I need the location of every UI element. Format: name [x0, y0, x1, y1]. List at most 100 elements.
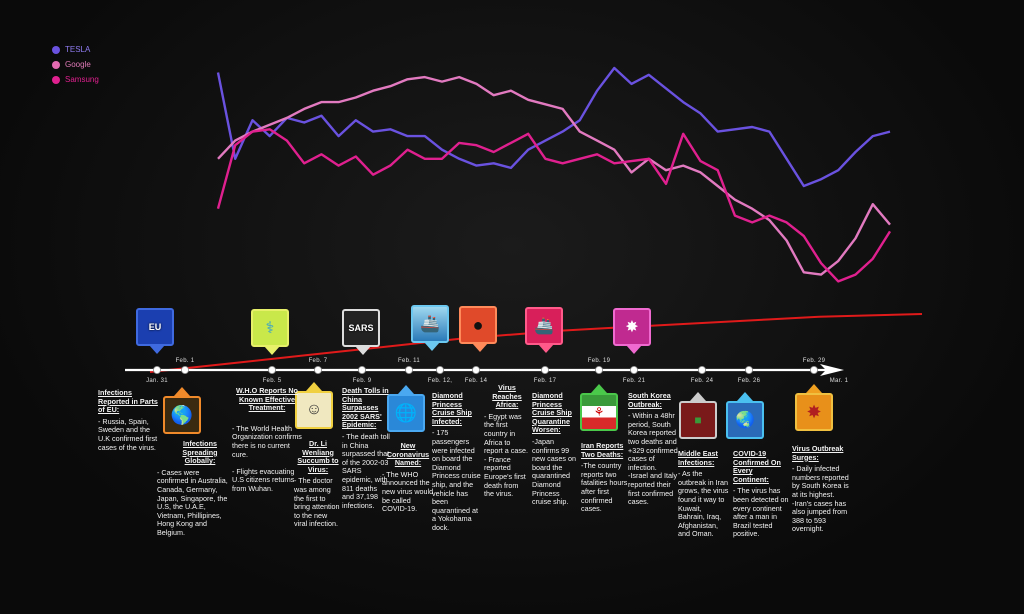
middle-east-map-icon: ■ [679, 401, 717, 439]
pointer-icon [538, 344, 554, 353]
event-title: New Coronavirus Named: [386, 441, 430, 468]
date-label: Feb. 9 [352, 378, 372, 384]
event-title: Iran Reports Two Deaths: [581, 441, 624, 459]
event-body: - Russia, Spain, Sweden and the U.K conf… [98, 416, 158, 452]
series-line-samsung [216, 128, 892, 283]
pointer-icon [174, 387, 190, 396]
series-line-tesla [216, 66, 891, 188]
pointer-icon [355, 346, 371, 355]
pointer-icon [472, 343, 488, 352]
event-body: - The WHO announced the new virus would … [382, 469, 434, 514]
event-body: - 175 passengers were infected on board … [432, 428, 481, 532]
series-layer [216, 66, 892, 283]
date-label: Feb. 19 [587, 358, 611, 364]
timeline-dot [404, 365, 413, 374]
doctor-icon: ⚕ [251, 309, 289, 347]
event-death-tolls: Death Tolls in China Surpasses 2002 SARS… [342, 386, 390, 510]
globe-icon: 🌎 [163, 396, 201, 434]
event-diamond-infected: Diamond Princess Cruise Ship Infected: - … [432, 391, 482, 533]
timeline-dot [267, 365, 276, 374]
event-virus-africa: Virus Reaches Africa: - Egypt was the fir… [484, 383, 530, 499]
event-body: -The country reports two fatalities hour… [581, 461, 628, 514]
event-diamond-quarantine: Diamond Princess Cruise Ship Quarantine … [532, 391, 580, 507]
event-title: Virus Outbreak Surges: [792, 444, 844, 462]
legend-swatch-icon [52, 75, 60, 84]
timeline-dot [435, 365, 444, 374]
virus-head-icon: ✸ [613, 308, 651, 346]
ship-skull-icon: 🚢 [525, 307, 563, 345]
event-body: - The virus has been detected on every c… [733, 486, 789, 539]
doctor-portrait-icon: ☺ [295, 391, 333, 429]
sars-tile-label: SARS [348, 323, 374, 333]
timeline-arrow-icon [820, 364, 844, 376]
date-label: Feb. 12, [427, 378, 453, 384]
pointer-icon [398, 385, 414, 394]
event-body: - The death toll in China surpassed that… [342, 431, 390, 510]
date-label: Feb. 1 [175, 358, 195, 364]
date-label: Feb. 7 [308, 358, 328, 364]
event-title: Infections Reported in Parts of EU: [98, 388, 158, 415]
event-title: Death Tolls in China Surpasses 2002 SARS… [342, 386, 389, 430]
timeline-dot [745, 365, 754, 374]
legend-item-tesla: TESLA [52, 42, 99, 57]
event-body: - Cases were confirmed in Australia, Can… [157, 467, 228, 537]
timeline-dot [152, 365, 161, 374]
event-title: Infections Spreading Globally: [182, 439, 218, 466]
event-who-reports: W.H.O Reports No Known Effective Treatme… [232, 386, 302, 494]
timeline-axis [125, 364, 844, 376]
event-title: Diamond Princess Cruise Ship Infected: [432, 391, 472, 426]
date-label: Feb. 11 [397, 358, 421, 364]
date-label: Feb. 29 [802, 358, 826, 364]
date-label: Mar. 1 [829, 378, 849, 384]
event-spreading: Infections Spreading Globally: - Cases we… [157, 439, 229, 538]
pointer-icon [737, 392, 753, 401]
timeline-dot [595, 365, 604, 374]
event-body: - Within a 48hr period, South Korea repo… [628, 411, 678, 507]
event-title: W.H.O Reports No Known Effective Treatme… [236, 386, 298, 413]
event-title: Diamond Princess Cruise Ship Quarantine … [532, 391, 572, 435]
eu-tile-label: EU [148, 322, 162, 332]
pointer-icon [424, 342, 440, 351]
virus-icon: ✸ [795, 393, 833, 431]
event-title: South Korea Outbreak: [628, 391, 671, 409]
pointer-icon [306, 382, 322, 391]
event-body: - Daily infected numbers reported by Sou… [792, 464, 849, 534]
event-body: -Japan confirms 99 new cases on board th… [532, 436, 576, 507]
date-label: Jan. 31 [146, 378, 168, 384]
timeline-dot [180, 365, 189, 374]
legend-label: TESLA [65, 45, 91, 54]
pointer-icon [591, 384, 607, 393]
timeline-dot [471, 365, 480, 374]
date-label: Feb. 26 [737, 378, 761, 384]
legend-swatch-icon [52, 45, 60, 54]
event-every-continent: COVID-19 Confirmed On Every Continent: - … [733, 449, 789, 539]
event-body: - Egypt was the first country in Africa … [484, 411, 528, 499]
date-label: Feb. 21 [622, 378, 646, 384]
event-iran-deaths: Iran Reports Two Deaths: -The country rep… [581, 441, 629, 514]
date-label: Feb. 17 [533, 378, 557, 384]
pointer-icon [149, 345, 165, 354]
date-label: Feb. 24 [690, 378, 714, 384]
legend: TESLA Google Samsung [52, 42, 99, 87]
eu-flag-icon: EU [136, 308, 174, 346]
cruise-ship-icon: 🚢 [411, 305, 449, 343]
event-outbreak-surges: Virus Outbreak Surges: - Daily infected n… [792, 444, 854, 534]
legend-label: Google [65, 60, 91, 69]
event-title: COVID-19 Confirmed On Every Continent: [733, 449, 781, 484]
timeline-dot [357, 365, 366, 374]
legend-swatch-icon [52, 60, 60, 69]
timeline-dot [541, 365, 550, 374]
event-title: Virus Reaches Africa: [492, 383, 522, 410]
event-title: Middle East Infections: [678, 449, 718, 467]
event-south-korea: South Korea Outbreak: - Within a 48hr per… [628, 391, 678, 507]
timeline-dot [698, 365, 707, 374]
date-label: Feb. 5 [262, 378, 282, 384]
legend-item-samsung: Samsung [52, 72, 99, 87]
date-label: Feb. 14 [464, 378, 488, 384]
skull-icon: SARS [342, 309, 380, 347]
timeline-dot [630, 365, 639, 374]
africa-map-icon: ● [459, 306, 497, 344]
legend-item-google: Google [52, 57, 99, 72]
